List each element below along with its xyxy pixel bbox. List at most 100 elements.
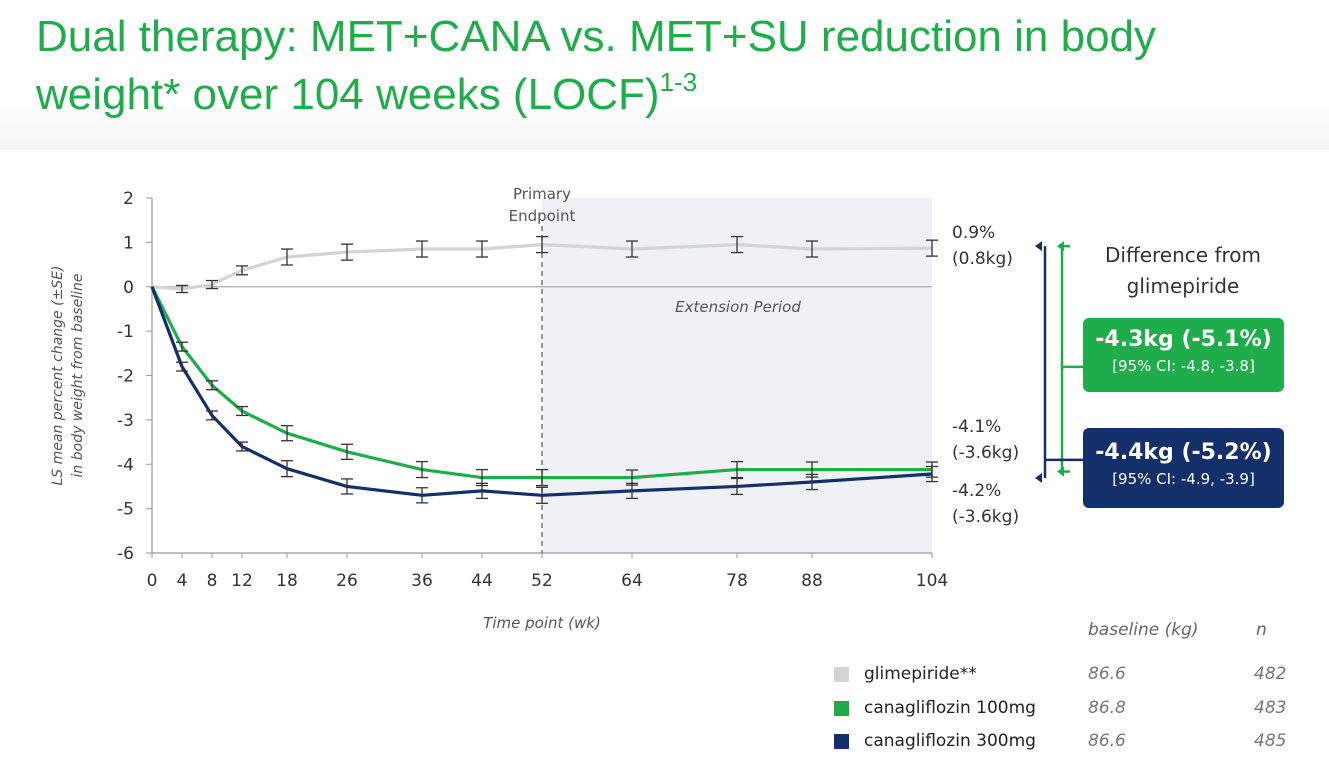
error-bar-cana300 — [176, 361, 188, 372]
x-tick-label: 44 — [471, 571, 493, 591]
x-axis-label: Time point (wk) — [483, 614, 601, 632]
chart-series — [150, 235, 938, 504]
extension-period-label: Extension Period — [675, 298, 801, 316]
x-tick-label: 36 — [411, 571, 433, 591]
legend-name-cana300: canagliflozin 300mg — [864, 731, 1036, 751]
title-line-2: weight* over 104 weeks (LOCF)1-3 — [36, 66, 1316, 124]
legend-n-glimepiride: 482 — [1254, 664, 1287, 684]
difference-title: Difference from glimepiride — [1083, 240, 1283, 302]
x-tick-label: 64 — [621, 571, 643, 591]
error-bar-cana300 — [281, 460, 293, 478]
x-tick-label: 104 — [916, 571, 948, 591]
legend-row-cana300: canagliflozin 300mg 86.6 485 — [834, 729, 1304, 753]
glimepiride-end-kg: (0.8kg) — [952, 249, 1013, 269]
legend-header-baseline: baseline (kg) — [1088, 620, 1199, 640]
cana300-difference-value: -4.4kg (-5.2%) — [1095, 440, 1272, 465]
error-bar-cana100 — [206, 380, 218, 391]
error-bar-glimepiride — [476, 240, 488, 258]
cana100-difference-ci: [95% CI: -4.8, -3.8] — [1112, 357, 1255, 375]
cana100-difference-box: -4.3kg (-5.1%) [95% CI: -4.8, -3.8] — [1083, 318, 1284, 392]
legend-n-cana300: 485 — [1254, 731, 1287, 751]
error-bar-glimepiride — [626, 240, 638, 258]
cana100-difference-value: -4.3kg (-5.1%) — [1095, 327, 1272, 352]
error-bar-cana300 — [926, 465, 938, 483]
legend-name-cana100: canagliflozin 100mg — [864, 698, 1036, 718]
error-bar-glimepiride — [806, 240, 818, 258]
title-superscript: 1-3 — [659, 67, 698, 97]
legend-n-cana100: 483 — [1254, 698, 1287, 718]
x-tick-label: 12 — [231, 571, 253, 591]
error-bar-glimepiride — [416, 240, 428, 258]
title-band — [0, 0, 1329, 150]
difference-title-line-2: glimepiride — [1126, 274, 1240, 298]
y-tick-label: -5 — [117, 500, 134, 520]
cana100-end-label: -4.1% (-3.6kg) — [952, 414, 1019, 466]
error-bar-cana100 — [281, 424, 293, 442]
legend-swatch-cana100 — [834, 701, 849, 716]
error-bar-cana300 — [626, 482, 638, 500]
cana300-difference-ci: [95% CI: -4.9, -3.9] — [1112, 470, 1255, 488]
cana300-end-kg: (-3.6kg) — [952, 507, 1020, 527]
legend-swatch-glimepiride — [834, 667, 849, 682]
legend-header-n: n — [1256, 620, 1267, 640]
x-tick-label: 26 — [336, 571, 358, 591]
error-bar-cana300 — [341, 478, 353, 495]
navy-bracket-arrow-bottom — [1035, 473, 1042, 484]
error-bar-cana100 — [176, 341, 188, 352]
y-tick-label: 2 — [123, 189, 134, 209]
error-bar-glimepiride — [341, 243, 353, 261]
error-bar-cana300 — [416, 487, 428, 504]
y-tick-label: 0 — [123, 278, 134, 298]
y-tick-label: -6 — [117, 544, 134, 564]
title-line-1: Dual therapy: MET+CANA vs. MET+SU reduct… — [36, 12, 1157, 61]
error-bar-cana300 — [206, 410, 218, 421]
error-bar-cana300 — [236, 441, 248, 452]
error-bar-cana300 — [806, 473, 818, 491]
y-tick-label: 1 — [123, 233, 134, 253]
error-bar-cana300 — [731, 477, 743, 496]
x-tick-label: 4 — [177, 571, 188, 591]
error-bar-cana100 — [416, 460, 428, 479]
legend-row-cana100: canagliflozin 100mg 86.8 483 — [834, 696, 1304, 720]
difference-title-line-1: Difference from — [1104, 243, 1261, 267]
x-axis-ticks: 0 4 8 12 18 26 36 44 52 64 78 88 104 — [147, 553, 948, 591]
y-axis-label-line-1: LS mean percent change (±SE) — [50, 265, 66, 485]
cana300-difference-box: -4.4kg (-5.2%) [95% CI: -4.9, -3.9] — [1083, 428, 1284, 508]
y-tick-label: -2 — [117, 367, 134, 387]
legend-baseline-cana100: 86.8 — [1088, 698, 1126, 718]
legend-baseline-glimepiride: 86.6 — [1088, 664, 1126, 684]
error-bar-cana300 — [476, 482, 488, 500]
error-bar-glimepiride — [281, 248, 293, 266]
x-tick-label: 0 — [147, 571, 158, 591]
error-bar-cana300 — [536, 486, 548, 504]
primary-endpoint-label-line-1: Primary — [513, 185, 571, 203]
y-axis-label-line-2: in body weight from baseline — [70, 274, 86, 478]
x-tick-label: 88 — [801, 571, 823, 591]
navy-bracket-arrow-top — [1035, 241, 1042, 252]
error-bar-glimepiride — [926, 239, 938, 257]
y-tick-label: -1 — [117, 322, 134, 342]
cana300-end-label: -4.2% (-3.6kg) — [952, 478, 1019, 530]
legend-baseline-cana300: 86.6 — [1088, 731, 1126, 751]
error-bar-cana100 — [536, 468, 548, 487]
error-bar-cana100 — [236, 405, 248, 417]
error-bar-glimepiride — [536, 235, 548, 254]
slide-title: Dual therapy: MET+CANA vs. MET+SU reduct… — [36, 8, 1316, 124]
green-bracket-arrow-top — [1057, 241, 1064, 252]
legend-swatch-cana300 — [834, 734, 849, 749]
x-tick-label: 52 — [531, 571, 553, 591]
green-bracket-arrow-bottom — [1057, 466, 1064, 477]
error-bar-cana100 — [341, 443, 353, 461]
difference-brackets — [1035, 241, 1083, 484]
cana100-end-percent: -4.1% — [952, 417, 1002, 437]
error-bar-glimepiride — [176, 284, 188, 294]
error-bar-glimepiride — [236, 265, 248, 276]
cana100-end-kg: (-3.6kg) — [952, 443, 1020, 463]
x-tick-label: 8 — [207, 571, 218, 591]
title-line-2-text: weight* over 104 weeks (LOCF) — [36, 70, 660, 119]
error-bar-cana100 — [731, 460, 743, 479]
error-bar-glimepiride — [731, 235, 743, 254]
y-tick-label: -3 — [117, 411, 134, 431]
x-tick-label: 18 — [276, 571, 298, 591]
